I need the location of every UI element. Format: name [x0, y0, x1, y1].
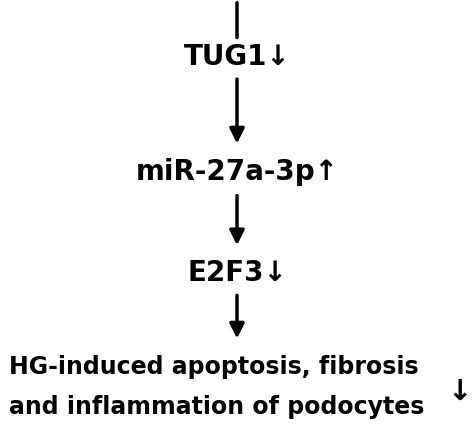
Text: HG-induced apoptosis, fibrosis: HG-induced apoptosis, fibrosis [9, 355, 419, 379]
Text: and inflammation of podocytes: and inflammation of podocytes [9, 395, 425, 419]
Text: E2F3↓: E2F3↓ [187, 259, 287, 287]
Text: ↓: ↓ [447, 378, 472, 406]
Text: miR-27a-3p↑: miR-27a-3p↑ [136, 158, 338, 186]
Text: TUG1↓: TUG1↓ [184, 43, 290, 71]
